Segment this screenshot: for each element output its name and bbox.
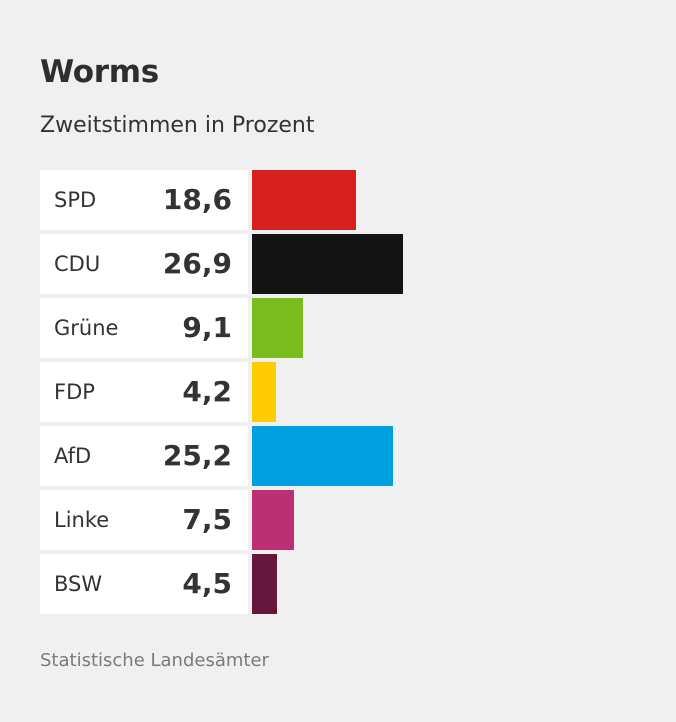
bar-row-cdu: CDU 26,9 [40, 234, 640, 294]
category-label: AfD [54, 444, 92, 468]
category-label: Grüne [54, 316, 119, 340]
chart-title: Worms [40, 54, 159, 90]
bar [252, 426, 393, 486]
data-label: 4,5 [182, 567, 232, 600]
bar-row-bsw: BSW 4,5 [40, 554, 640, 614]
label-box: Linke 7,5 [40, 490, 248, 550]
bar [252, 362, 276, 422]
bar [252, 234, 403, 294]
label-box: CDU 26,9 [40, 234, 248, 294]
bar [252, 170, 356, 230]
label-box: Grüne 9,1 [40, 298, 248, 358]
category-label: CDU [54, 252, 101, 276]
bar-row-linke: Linke 7,5 [40, 490, 640, 550]
bar-row-grne: Grüne 9,1 [40, 298, 640, 358]
data-label: 9,1 [182, 311, 232, 344]
category-label: FDP [54, 380, 95, 404]
label-box: SPD 18,6 [40, 170, 248, 230]
bar-row-fdp: FDP 4,2 [40, 362, 640, 422]
data-label: 25,2 [162, 439, 232, 472]
bar-chart: SPD 18,6 CDU 26,9 Grüne 9,1 FDP 4,2 AfD 25,2 Linke… [40, 170, 640, 618]
bar-row-spd: SPD 18,6 [40, 170, 640, 230]
data-label: 18,6 [162, 183, 232, 216]
category-label: BSW [54, 572, 103, 596]
source-note: Statistische Landesämter [40, 650, 269, 671]
data-label: 4,2 [182, 375, 232, 408]
data-label: 26,9 [162, 247, 232, 280]
bar [252, 298, 303, 358]
label-box: BSW 4,5 [40, 554, 248, 614]
category-label: Linke [54, 508, 110, 532]
data-label: 7,5 [182, 503, 232, 536]
chart-subtitle: Zweitstimmen in Prozent [40, 113, 315, 138]
bar [252, 490, 294, 550]
label-box: AfD 25,2 [40, 426, 248, 486]
label-box: FDP 4,2 [40, 362, 248, 422]
bar-row-afd: AfD 25,2 [40, 426, 640, 486]
bar [252, 554, 277, 614]
category-label: SPD [54, 188, 97, 212]
